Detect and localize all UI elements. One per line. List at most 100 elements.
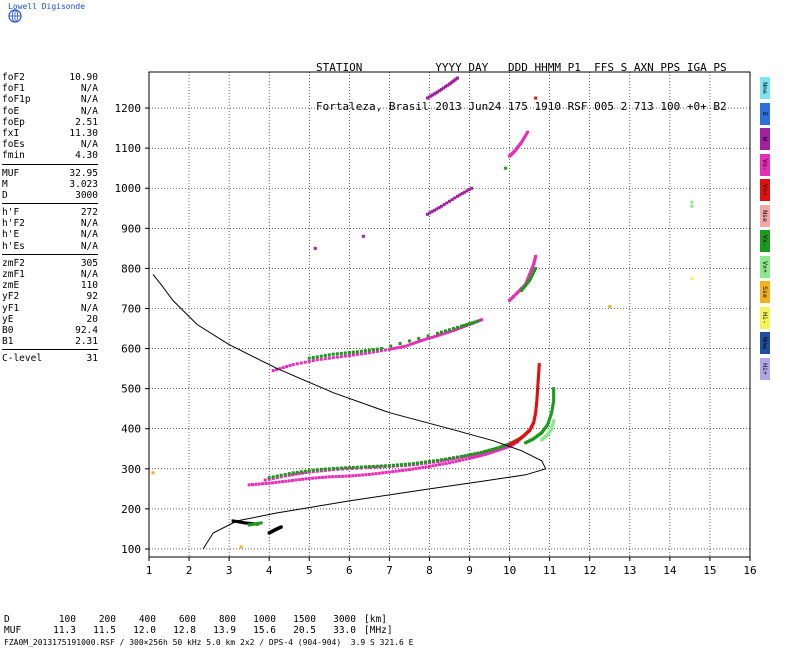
echo-point — [465, 323, 469, 327]
echo-point — [354, 473, 358, 477]
echo-point — [383, 348, 387, 352]
param-value: 10.90 — [69, 72, 98, 83]
echo-point — [335, 466, 339, 470]
y-tick-label: 700 — [121, 302, 141, 315]
param-separator — [2, 349, 98, 351]
echo-point — [247, 521, 251, 525]
row-value: 600 — [178, 614, 196, 625]
echo-point — [536, 375, 540, 379]
echo-point — [550, 411, 554, 415]
echo-point — [299, 470, 303, 474]
echo-point — [528, 278, 532, 282]
echo-point — [533, 416, 537, 420]
echo-point — [526, 276, 530, 280]
legend-item: E — [760, 102, 770, 125]
row-value: 20.5 — [293, 625, 316, 636]
param-row: foEp 2.51 — [2, 117, 98, 128]
echo-point — [327, 475, 331, 479]
echo-point — [271, 476, 275, 480]
echo-point — [239, 520, 243, 524]
row-value: 400 — [138, 614, 156, 625]
echo-point — [546, 421, 550, 425]
echo-point — [343, 466, 347, 470]
echo-point — [532, 421, 536, 425]
echo-point — [463, 454, 467, 458]
param-row: MUF 32.95 — [2, 168, 98, 179]
echo-point — [546, 423, 550, 427]
echo-point — [529, 269, 533, 273]
echo-point — [355, 350, 359, 354]
param-key: foF1 — [2, 83, 25, 95]
echo-trace — [520, 266, 538, 292]
legend-item: Vo+ — [760, 179, 770, 201]
echo-point — [460, 192, 464, 196]
echo-point — [520, 140, 524, 144]
echo-point — [253, 522, 257, 526]
param-row: foE N/A — [2, 106, 98, 117]
param-key: foE — [2, 105, 20, 117]
echo-point — [552, 399, 556, 403]
echo-point — [359, 352, 363, 356]
echo-point — [347, 354, 351, 358]
echo-point — [522, 285, 526, 289]
echo-point — [534, 266, 538, 270]
echo-point — [473, 452, 477, 456]
echo-point — [552, 391, 556, 395]
param-row: h'F2 N/A — [2, 218, 98, 229]
row-label: MUF — [4, 625, 22, 636]
echo-point — [371, 350, 375, 354]
echo-point — [431, 464, 435, 468]
y-tick-label: 800 — [121, 262, 141, 275]
echo-point — [445, 83, 449, 87]
x-tick-label: 11 — [543, 564, 556, 577]
echo-point — [231, 519, 235, 523]
echo-point — [439, 330, 443, 334]
param-row: fxI 11.30 — [2, 128, 98, 139]
echo-point — [271, 475, 275, 479]
echo-point — [439, 87, 443, 91]
echo-point — [435, 334, 439, 338]
globe-icon — [8, 9, 22, 23]
echo-point — [351, 353, 355, 357]
param-row: h'Es N/A — [2, 241, 98, 252]
echo-point — [427, 464, 431, 468]
row-value: 13.9 — [213, 625, 236, 636]
x-tick-label: 12 — [583, 564, 596, 577]
param-value: 92.4 — [75, 324, 98, 336]
echo-point — [525, 282, 529, 286]
echo-point — [485, 449, 489, 453]
echo-point — [379, 347, 383, 351]
echo-point — [428, 211, 432, 215]
echo-point — [361, 473, 365, 477]
echo-point — [451, 460, 455, 464]
param-value: N/A — [80, 218, 98, 230]
param-key: C-level — [2, 353, 43, 365]
echo-point — [327, 356, 331, 360]
echo-point — [283, 472, 287, 476]
echo-point — [468, 322, 472, 326]
echo-trace — [508, 254, 538, 302]
echo-point — [533, 414, 537, 418]
echo-trace — [263, 438, 520, 482]
legend-item: Vo- — [760, 153, 770, 176]
legend-item: W — [760, 128, 770, 150]
echo-point — [315, 468, 319, 472]
param-value: N/A — [80, 94, 98, 106]
muf-row: MUF 11.3 11.5 12.0 12.8 13.9 15.6 20.5 33.0 [MHz] — [4, 625, 393, 636]
echo-point — [484, 452, 488, 456]
echo-point — [437, 206, 441, 210]
param-key: foF1p — [2, 94, 31, 106]
echo-point — [470, 186, 474, 190]
echo-dot — [690, 204, 694, 208]
echo-point — [355, 352, 359, 356]
echo-point — [287, 473, 291, 477]
echo-dot — [690, 200, 694, 204]
echo-point — [537, 371, 541, 375]
echo-point — [417, 466, 421, 470]
echo-point — [534, 411, 538, 415]
echo-dot — [361, 234, 365, 238]
echo-point — [397, 469, 401, 473]
file-info-footer: FZA0M_2013175191000.RSF / 300×256h 50 kH… — [4, 638, 414, 647]
echo-trace — [524, 387, 556, 445]
legend-label: Vx+ — [761, 260, 769, 273]
